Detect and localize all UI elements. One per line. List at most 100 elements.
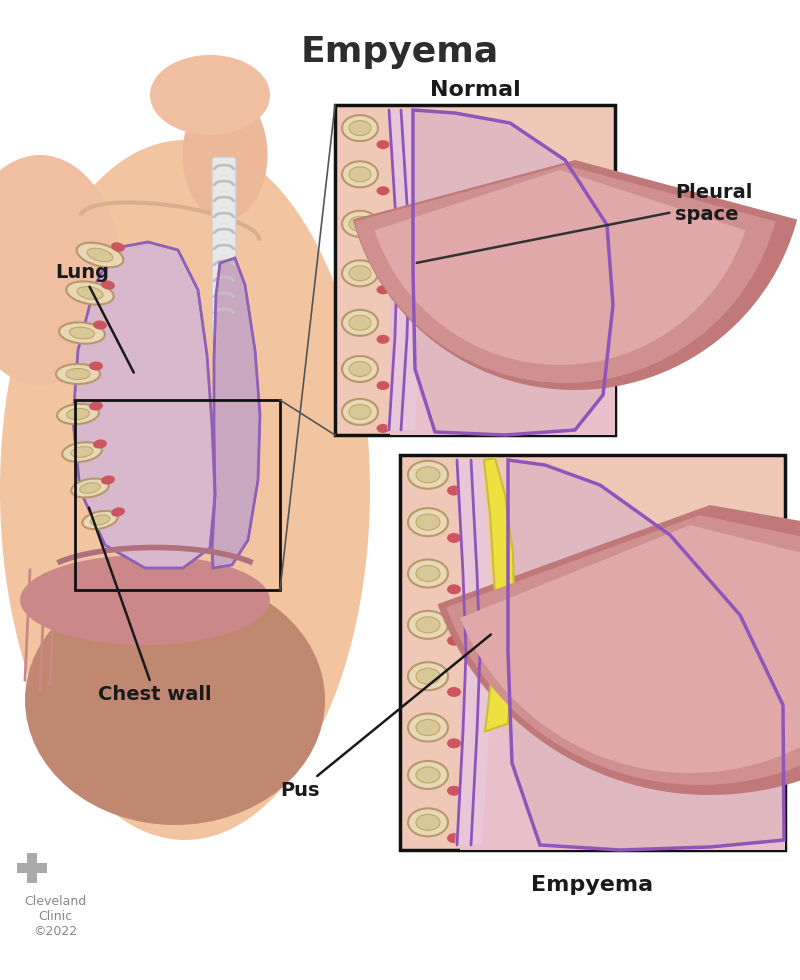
- Ellipse shape: [93, 320, 107, 329]
- Ellipse shape: [447, 833, 461, 843]
- Ellipse shape: [377, 285, 390, 294]
- Ellipse shape: [56, 364, 100, 384]
- Text: Pus: Pus: [280, 634, 491, 800]
- Polygon shape: [508, 460, 784, 850]
- Ellipse shape: [408, 760, 448, 789]
- Ellipse shape: [25, 575, 325, 825]
- Ellipse shape: [349, 266, 371, 281]
- Ellipse shape: [447, 786, 461, 796]
- Ellipse shape: [93, 439, 107, 449]
- Ellipse shape: [66, 281, 114, 305]
- Ellipse shape: [377, 186, 390, 195]
- FancyBboxPatch shape: [212, 157, 236, 338]
- Ellipse shape: [342, 356, 378, 382]
- Ellipse shape: [416, 814, 440, 830]
- Ellipse shape: [408, 611, 448, 639]
- Ellipse shape: [416, 767, 440, 783]
- Polygon shape: [212, 258, 260, 568]
- Ellipse shape: [62, 442, 102, 462]
- Bar: [27, 853, 37, 863]
- Ellipse shape: [416, 514, 440, 530]
- Ellipse shape: [77, 286, 103, 299]
- Bar: [75, 400, 280, 590]
- Ellipse shape: [71, 447, 93, 458]
- Bar: [460, 692, 785, 850]
- Ellipse shape: [87, 248, 113, 262]
- Ellipse shape: [111, 242, 125, 252]
- Ellipse shape: [377, 140, 390, 149]
- Wedge shape: [460, 525, 800, 773]
- Ellipse shape: [349, 362, 371, 376]
- Bar: [27, 863, 37, 873]
- Wedge shape: [42, 465, 268, 560]
- Ellipse shape: [408, 808, 448, 836]
- Ellipse shape: [90, 514, 110, 525]
- Polygon shape: [387, 110, 420, 430]
- Text: Empyema: Empyema: [531, 875, 654, 895]
- Ellipse shape: [77, 243, 123, 268]
- Ellipse shape: [20, 555, 270, 645]
- Ellipse shape: [447, 485, 461, 496]
- Ellipse shape: [70, 327, 94, 339]
- Ellipse shape: [416, 565, 440, 581]
- Ellipse shape: [377, 381, 390, 390]
- Ellipse shape: [349, 217, 371, 231]
- Ellipse shape: [377, 424, 390, 433]
- Polygon shape: [455, 460, 490, 845]
- Bar: [335, 105, 615, 435]
- Ellipse shape: [342, 261, 378, 286]
- Ellipse shape: [408, 713, 448, 742]
- Ellipse shape: [182, 90, 267, 220]
- Ellipse shape: [57, 404, 99, 424]
- Ellipse shape: [0, 140, 370, 840]
- Ellipse shape: [89, 362, 103, 370]
- Wedge shape: [353, 160, 797, 390]
- Text: Empyema: Empyema: [301, 35, 499, 69]
- Ellipse shape: [342, 399, 378, 425]
- Ellipse shape: [150, 55, 270, 135]
- Bar: [17, 863, 27, 873]
- Ellipse shape: [101, 475, 115, 484]
- Ellipse shape: [408, 662, 448, 690]
- Ellipse shape: [342, 162, 378, 187]
- Ellipse shape: [111, 508, 125, 516]
- Ellipse shape: [71, 478, 109, 498]
- Bar: [390, 270, 615, 435]
- Ellipse shape: [66, 368, 90, 379]
- Ellipse shape: [342, 310, 378, 336]
- Wedge shape: [374, 170, 746, 365]
- Ellipse shape: [101, 280, 115, 290]
- Bar: [27, 873, 37, 883]
- Text: Chest wall: Chest wall: [89, 508, 212, 705]
- Ellipse shape: [342, 211, 378, 237]
- Ellipse shape: [408, 509, 448, 536]
- Wedge shape: [354, 165, 775, 383]
- Ellipse shape: [89, 402, 103, 411]
- Wedge shape: [438, 505, 800, 795]
- Ellipse shape: [80, 483, 100, 493]
- Bar: [400, 455, 785, 850]
- Polygon shape: [484, 458, 515, 731]
- Ellipse shape: [447, 687, 461, 697]
- Ellipse shape: [377, 335, 390, 344]
- Ellipse shape: [349, 167, 371, 182]
- Ellipse shape: [416, 719, 440, 736]
- Text: Pleural
space: Pleural space: [417, 183, 752, 263]
- Ellipse shape: [447, 533, 461, 543]
- Ellipse shape: [447, 584, 461, 594]
- Ellipse shape: [59, 322, 105, 344]
- Ellipse shape: [349, 121, 371, 135]
- Ellipse shape: [447, 636, 461, 646]
- Ellipse shape: [416, 668, 440, 684]
- Text: Cleveland
Clinic
©2022: Cleveland Clinic ©2022: [24, 895, 86, 938]
- Ellipse shape: [377, 236, 390, 245]
- Polygon shape: [413, 110, 613, 435]
- Ellipse shape: [349, 316, 371, 330]
- Ellipse shape: [408, 461, 448, 489]
- Ellipse shape: [349, 405, 371, 419]
- Ellipse shape: [342, 115, 378, 141]
- Ellipse shape: [0, 155, 120, 385]
- Wedge shape: [446, 515, 800, 785]
- Ellipse shape: [82, 511, 118, 529]
- Ellipse shape: [408, 560, 448, 587]
